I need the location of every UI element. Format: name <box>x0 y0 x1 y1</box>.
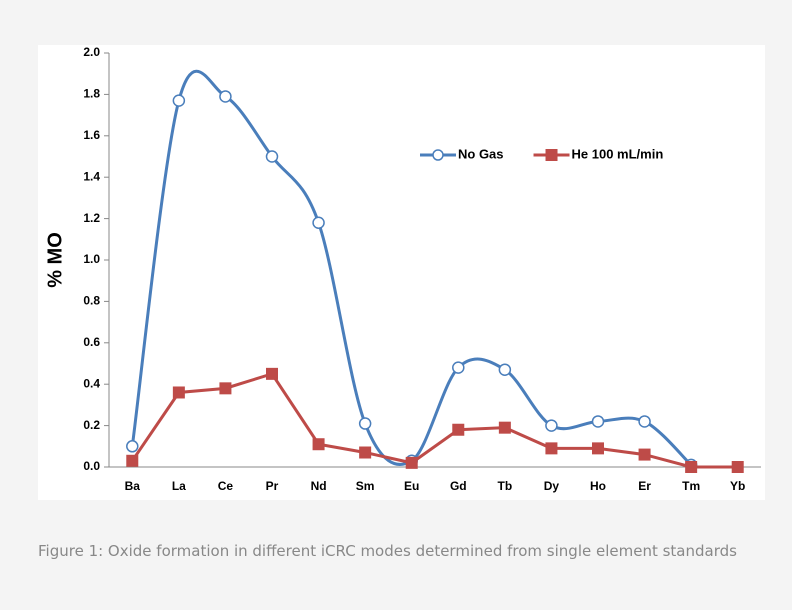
series-line <box>130 69 693 467</box>
y-tick-label: 2.0 <box>83 45 100 59</box>
marker <box>172 94 186 107</box>
y-tick-label: 0.6 <box>83 335 100 349</box>
marker <box>359 446 372 459</box>
marker <box>592 442 604 455</box>
x-tick-label: Yb <box>730 479 745 493</box>
marker <box>219 90 232 103</box>
y-tick-label: 0.0 <box>83 459 100 473</box>
x-tick-label: Ce <box>218 479 234 493</box>
marker <box>731 461 744 473</box>
y-tick-label: 1.6 <box>83 128 100 142</box>
marker <box>452 423 465 436</box>
x-tick-label: Dy <box>544 479 560 493</box>
x-tick-label: Ba <box>125 479 141 493</box>
legend-label: He 100 mL/min <box>572 146 664 161</box>
marker <box>358 417 372 430</box>
marker <box>638 415 651 428</box>
x-tick-label: La <box>172 479 186 493</box>
x-tick-label: Ho <box>590 479 606 493</box>
marker <box>126 454 139 467</box>
marker <box>219 382 232 395</box>
marker <box>266 367 278 380</box>
marker <box>498 421 511 434</box>
x-tick-label: Tb <box>498 479 513 493</box>
legend-marker <box>545 149 558 161</box>
caption: Figure 1: Oxide formation in different i… <box>38 542 737 560</box>
y-tick-label: 1.8 <box>83 87 100 101</box>
y-axis-label: % MO <box>44 232 66 288</box>
marker <box>545 442 558 455</box>
legend-label: No Gas <box>458 146 504 161</box>
marker <box>591 415 605 428</box>
series-line <box>131 372 738 469</box>
marker <box>312 438 325 451</box>
marker <box>312 216 325 229</box>
y-tick-label: 0.2 <box>83 418 100 432</box>
chart: % MO 0.0 0.2 0.4 0.6 0.8 1.0 1.2 1.4 1.6 1.8 2.0 Ba… <box>38 45 765 500</box>
x-tick-label: Tm <box>682 479 700 493</box>
y-tick-label: 1.2 <box>83 211 100 225</box>
marker <box>172 386 185 399</box>
marker <box>545 419 558 432</box>
marker <box>498 363 512 376</box>
x-tick-label: Gd <box>450 479 467 493</box>
marker <box>685 461 698 473</box>
marker <box>126 440 139 453</box>
x-tick-label: Sm <box>356 479 375 493</box>
marker <box>405 456 418 469</box>
marker <box>452 361 465 374</box>
y-tick-label: 1.4 <box>83 169 100 183</box>
y-tick-label: 0.4 <box>83 376 100 390</box>
x-tick-label: Er <box>638 479 651 493</box>
y-tick-label: 1.0 <box>83 252 100 266</box>
y-tick-label: 0.8 <box>83 294 100 308</box>
marker <box>638 448 651 461</box>
marker <box>265 150 279 163</box>
x-tick-label: Pr <box>266 479 279 493</box>
legend-marker <box>432 149 444 161</box>
x-tick-label: Nd <box>311 479 327 493</box>
x-tick-label: Eu <box>404 479 419 493</box>
